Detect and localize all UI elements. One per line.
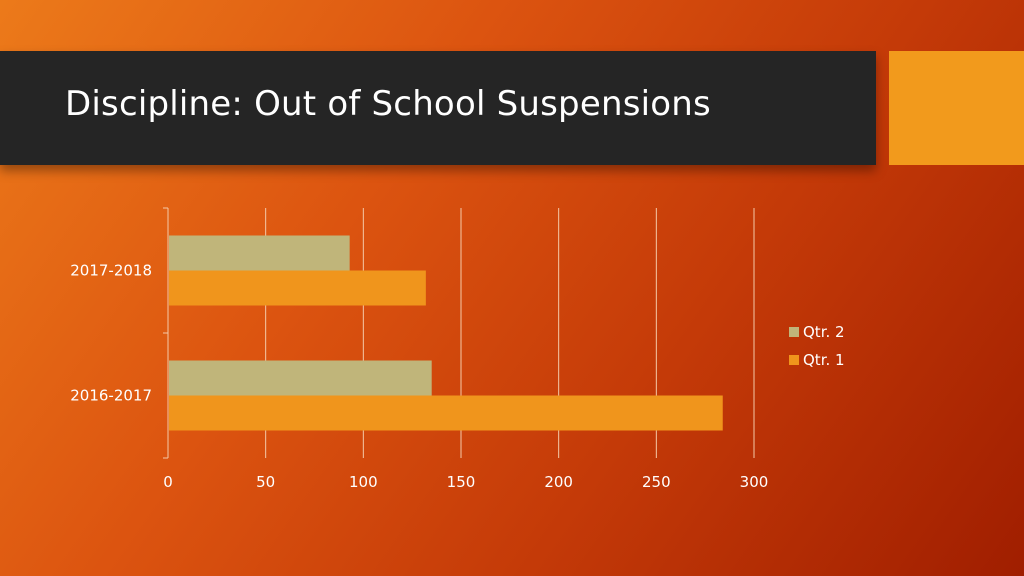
x-tick-label: 0 xyxy=(163,473,173,491)
legend-swatch xyxy=(789,355,799,365)
bar-qtr1 xyxy=(169,270,426,306)
category-label: 2017-2018 xyxy=(70,262,152,280)
legend-label: Qtr. 2 xyxy=(803,323,845,341)
bar-qtr2 xyxy=(169,360,432,396)
x-tick-label: 300 xyxy=(740,473,769,491)
x-tick-label: 150 xyxy=(447,473,476,491)
bar-qtr2 xyxy=(169,235,350,271)
x-tick-label: 100 xyxy=(349,473,378,491)
accent-box xyxy=(889,51,1024,165)
x-tick-label: 200 xyxy=(544,473,573,491)
x-tick-label: 50 xyxy=(256,473,275,491)
title-bar xyxy=(0,51,876,165)
legend-label: Qtr. 1 xyxy=(803,351,845,369)
slide-title: Discipline: Out of School Suspensions xyxy=(65,84,711,124)
category-label: 2016-2017 xyxy=(70,387,152,405)
legend-swatch xyxy=(789,327,799,337)
x-tick-label: 250 xyxy=(642,473,671,491)
bar-qtr1 xyxy=(169,395,723,431)
